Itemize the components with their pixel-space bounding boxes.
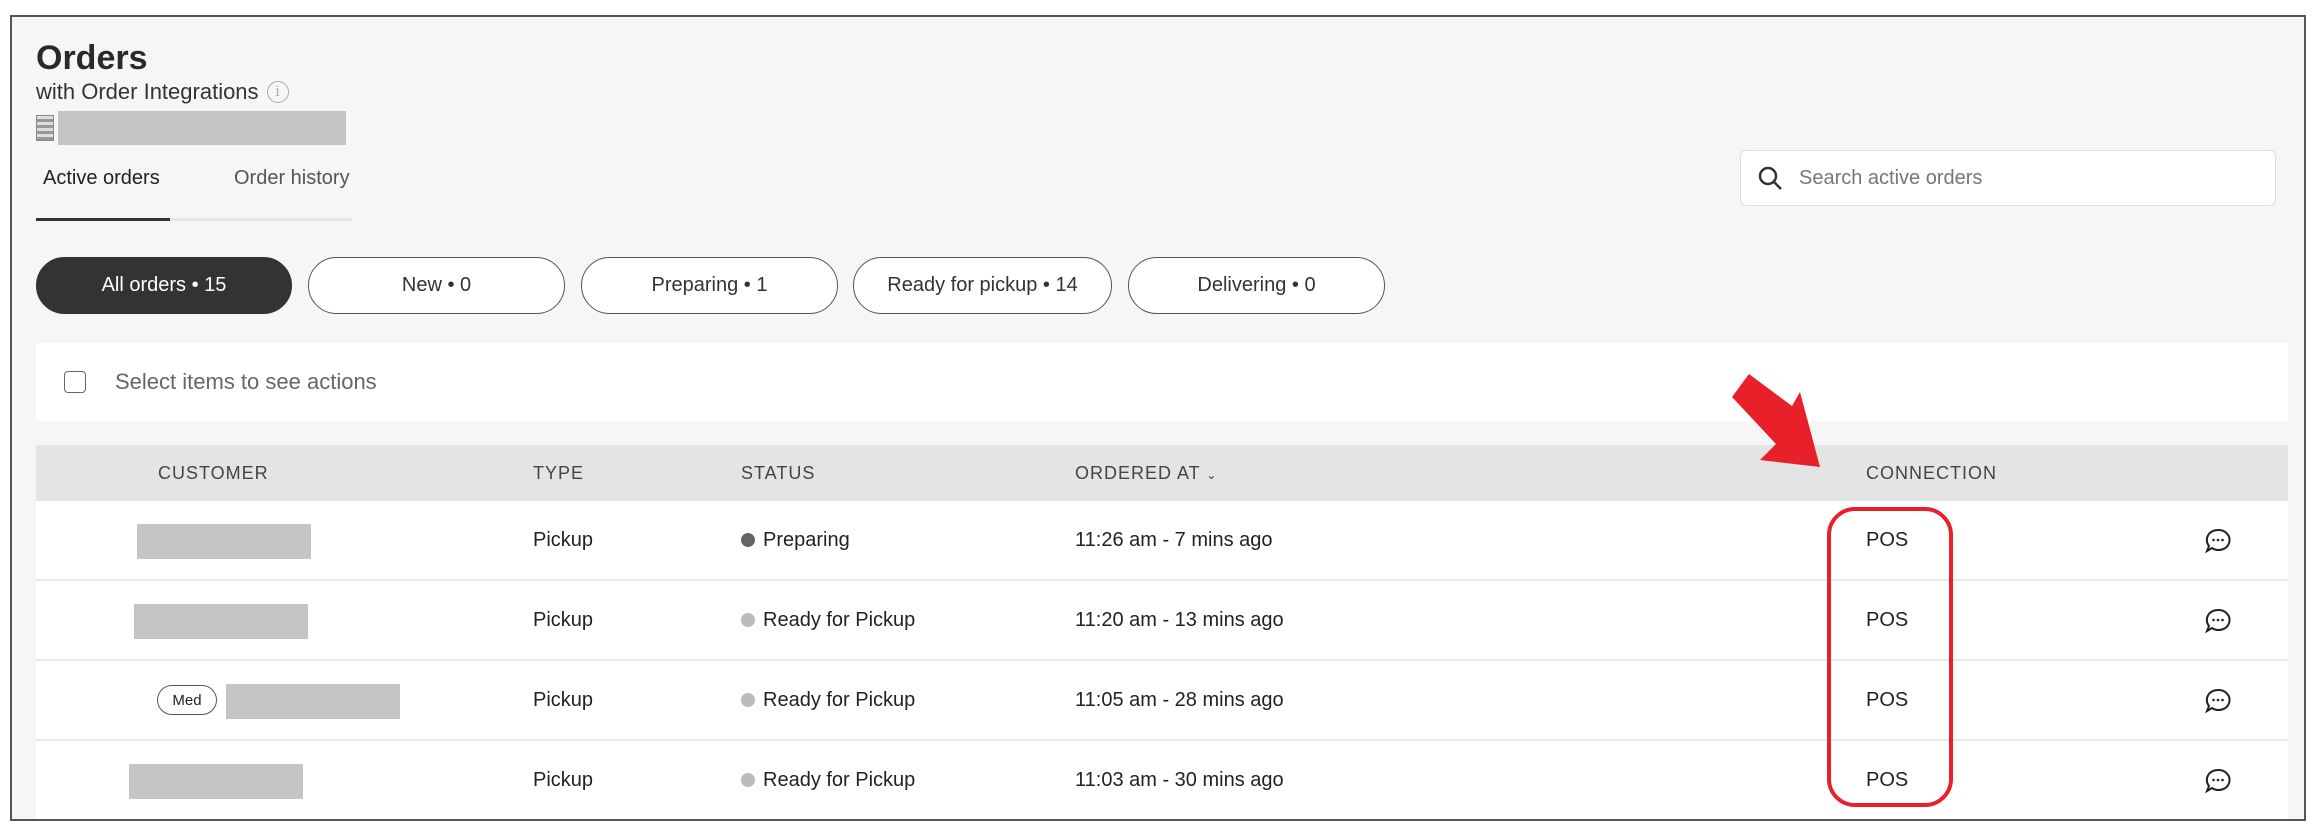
orders-table: CUSTOMER TYPE STATUS ORDERED AT ⌄ CONNEC… bbox=[36, 445, 2288, 819]
status-label: Preparing bbox=[763, 529, 850, 551]
filter-all-orders[interactable]: All orders • 15 bbox=[36, 257, 292, 314]
select-all-checkbox[interactable] bbox=[64, 371, 86, 393]
order-status: Ready for Pickup bbox=[741, 689, 915, 712]
table-row[interactable]: Pickup Ready for Pickup 11:20 am - 13 mi… bbox=[36, 581, 2288, 661]
status-label: Ready for Pickup bbox=[763, 689, 916, 711]
status-dot-icon bbox=[741, 693, 755, 707]
column-type[interactable]: TYPE bbox=[533, 463, 585, 483]
orders-page: Orders with Order Integrations i Active … bbox=[10, 15, 2306, 821]
ordered-at-label: ORDERED AT bbox=[1075, 463, 1201, 483]
tab-order-history[interactable]: Order history bbox=[234, 167, 350, 189]
filter-delivering[interactable]: Delivering • 0 bbox=[1128, 257, 1385, 314]
redacted-store-name bbox=[58, 111, 346, 145]
table-header: CUSTOMER TYPE STATUS ORDERED AT ⌄ CONNEC… bbox=[36, 445, 2288, 501]
column-connection[interactable]: CONNECTION bbox=[1866, 463, 1997, 483]
ordered-at: 11:26 am - 7 mins ago bbox=[1075, 529, 1273, 551]
order-status: Ready for Pickup bbox=[741, 769, 915, 792]
status-label: Ready for Pickup bbox=[763, 769, 916, 791]
med-badge: Med bbox=[157, 685, 217, 715]
column-customer[interactable]: CUSTOMER bbox=[158, 463, 269, 483]
order-type: Pickup bbox=[533, 529, 594, 551]
chat-icon[interactable] bbox=[2204, 607, 2232, 635]
store-selector bbox=[36, 111, 346, 145]
redacted-customer-name bbox=[134, 604, 308, 639]
search-icon bbox=[1758, 166, 1782, 190]
subtitle-text: with Order Integrations bbox=[36, 79, 259, 104]
order-status: Ready for Pickup bbox=[741, 609, 915, 632]
filter-new[interactable]: New • 0 bbox=[308, 257, 565, 314]
table-row[interactable]: Med Pickup Ready for Pickup 11:05 am - 2… bbox=[36, 661, 2288, 741]
chat-icon[interactable] bbox=[2204, 687, 2232, 715]
status-dot-icon bbox=[741, 533, 755, 547]
connection: POS bbox=[1866, 769, 1909, 791]
connection: POS bbox=[1866, 609, 1909, 631]
active-tab-indicator bbox=[36, 218, 170, 221]
connection: POS bbox=[1866, 529, 1909, 551]
redacted-customer-name bbox=[137, 524, 311, 559]
tab-bar: Active orders Order history bbox=[36, 167, 352, 221]
building-icon bbox=[36, 115, 54, 141]
filter-ready-for-pickup[interactable]: Ready for pickup • 14 bbox=[853, 257, 1112, 314]
chat-icon[interactable] bbox=[2204, 767, 2232, 795]
column-ordered-at[interactable]: ORDERED AT ⌄ bbox=[1075, 463, 1217, 484]
page-title: Orders bbox=[36, 39, 148, 77]
chevron-down-icon: ⌄ bbox=[1206, 468, 1218, 482]
search-input[interactable] bbox=[1799, 166, 2259, 190]
tab-active-orders[interactable]: Active orders bbox=[43, 167, 160, 189]
red-arrow-icon bbox=[1732, 374, 1820, 467]
search-box[interactable] bbox=[1740, 150, 2276, 206]
connection: POS bbox=[1866, 689, 1909, 711]
info-icon[interactable]: i bbox=[266, 81, 289, 103]
table-row[interactable]: Pickup Preparing 11:26 am - 7 mins ago P… bbox=[36, 501, 2288, 581]
select-hint: Select items to see actions bbox=[115, 369, 377, 394]
order-type: Pickup bbox=[533, 769, 594, 791]
page-subtitle: with Order Integrations i bbox=[36, 79, 289, 105]
status-dot-icon bbox=[741, 773, 755, 787]
order-status: Preparing bbox=[741, 529, 850, 552]
bulk-actions-bar: Select items to see actions bbox=[36, 343, 2288, 421]
filter-preparing[interactable]: Preparing • 1 bbox=[581, 257, 838, 314]
chat-icon[interactable] bbox=[2204, 527, 2232, 555]
status-label: Ready for Pickup bbox=[763, 609, 916, 631]
order-type: Pickup bbox=[533, 689, 594, 711]
connection-highlight-box bbox=[1827, 507, 1953, 807]
redacted-customer-name bbox=[129, 764, 303, 799]
ordered-at: 11:03 am - 30 mins ago bbox=[1075, 769, 1284, 791]
redacted-customer-name bbox=[226, 684, 400, 719]
ordered-at: 11:20 am - 13 mins ago bbox=[1075, 609, 1284, 631]
order-type: Pickup bbox=[533, 609, 594, 631]
status-dot-icon bbox=[741, 613, 755, 627]
column-status[interactable]: STATUS bbox=[741, 463, 816, 483]
ordered-at: 11:05 am - 28 mins ago bbox=[1075, 689, 1284, 711]
